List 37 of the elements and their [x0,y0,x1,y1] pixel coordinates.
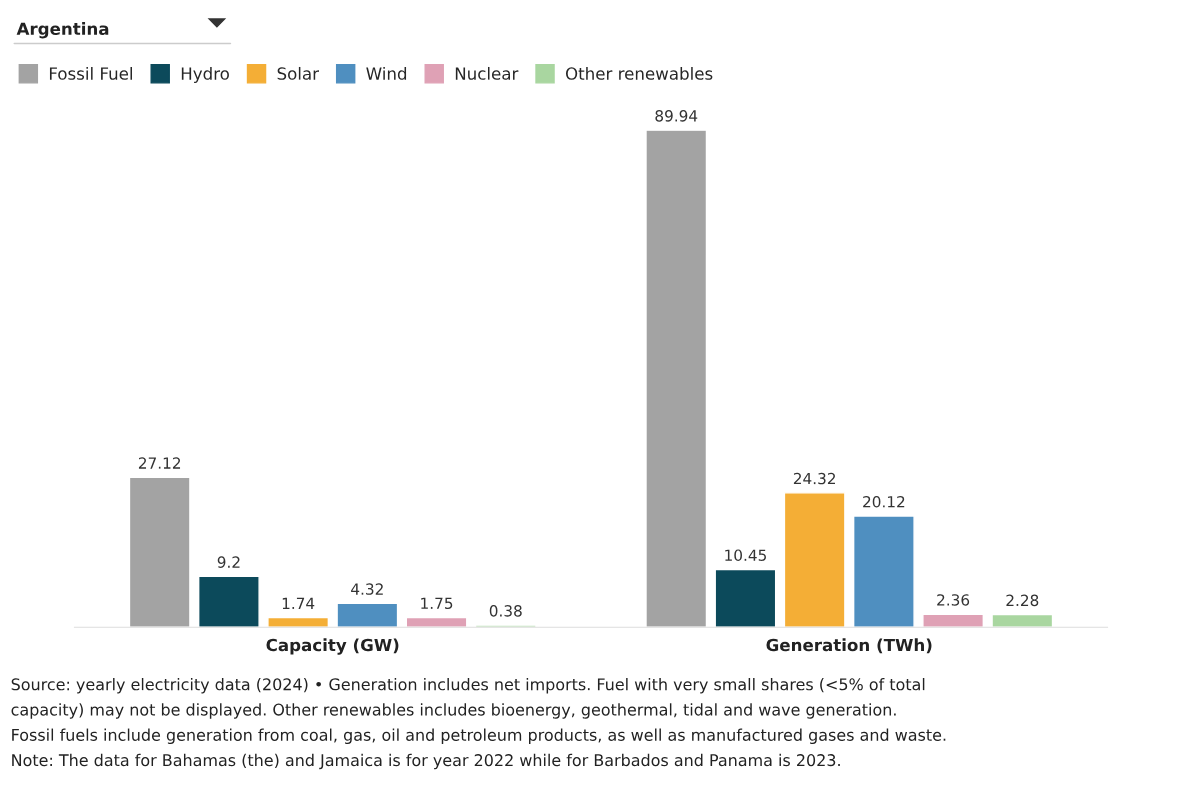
data-label: 20.12 [863,495,905,508]
data-label: 1.74 [282,597,315,609]
bar [197,575,260,628]
data-label: 27.12 [138,457,181,469]
data-label: 89.94 [655,110,698,122]
data-label: 9.2 [217,556,240,568]
x-tick-label: Capacity (GW) [266,638,399,655]
bar [474,624,537,628]
bar [852,515,915,628]
data-label: 24.32 [793,472,835,485]
data-label: 0.38 [489,605,522,617]
source-note: Source: yearly electricity data (2024) • Generation includes net imports. Fuel with very small shares (<5% of total [11,677,925,694]
text: Fossil fuels include generation from coal, gas, oil and petroleum products, as well as manufactured gases and waste. [12,728,946,745]
text: Note: The data for Bahamas (the) and Jamaica is for year 2022 while for Barbados and Panama is 2023. [12,753,840,770]
text: capacity) may not be displayed. Other renewables includes bioenergy, geothermal, tidal and wave generation. [11,703,896,719]
legend-label: Fossil Fuel [49,66,132,80]
legend-label: Solar [277,66,320,80]
bar [405,616,468,628]
bar [128,476,191,628]
chart-title: Argentina [16,22,109,39]
bar [714,568,777,628]
bar [267,616,330,628]
bar [645,129,708,628]
legend-label: Other renewables [565,66,713,80]
data-label: 2.36 [937,594,970,606]
legend-label: Hydro [181,66,229,84]
legend-label: Nuclear [455,66,519,80]
x-tick-label: Generation (TWh) [766,638,932,654]
data-label: 2.28 [1006,594,1039,607]
bar [336,602,399,628]
bar [991,613,1054,628]
data-label: 4.32 [351,583,383,595]
legend-label: Wind [366,66,407,80]
data-label: 1.75 [421,597,453,610]
data-label: 10.45 [725,549,766,561]
bar [922,613,985,628]
bar [783,492,846,628]
